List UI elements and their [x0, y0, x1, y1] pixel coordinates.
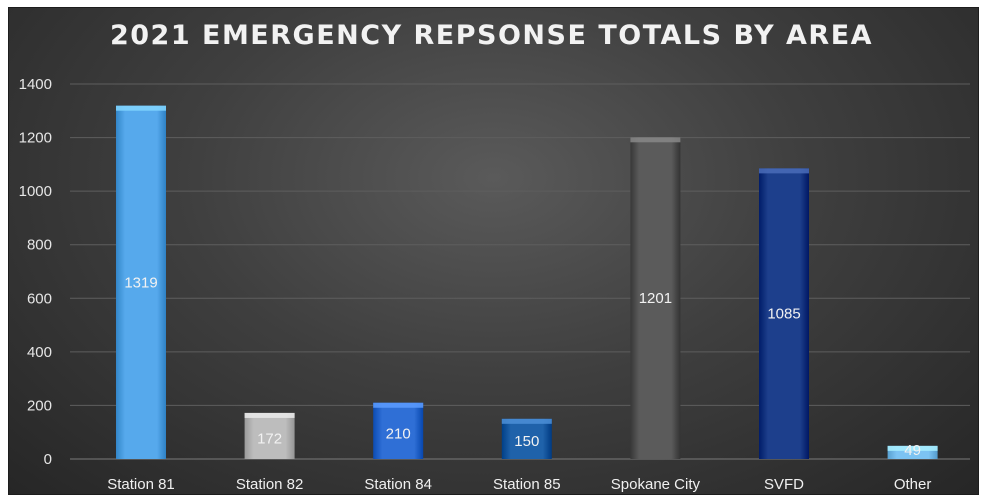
- data-labels: 1319 172 210 150 1201 1085 49: [124, 274, 921, 459]
- x-tick-label: Station 82: [236, 476, 304, 493]
- y-tick-label: 800: [27, 237, 52, 254]
- x-tick-label: Station 81: [107, 476, 175, 493]
- gridlines: [70, 83, 970, 460]
- y-tick-label: 0: [44, 451, 52, 468]
- bar: [501, 418, 552, 459]
- y-tick-label: 600: [27, 290, 52, 307]
- x-tick-label: Station 85: [493, 476, 561, 493]
- bar-top-highlight: [887, 445, 938, 451]
- y-tick-label: 1400: [19, 76, 52, 93]
- y-tick-label: 1200: [19, 130, 52, 147]
- data-label: 210: [386, 426, 411, 443]
- bar-top-highlight: [116, 105, 166, 111]
- chart-background: [8, 7, 979, 495]
- x-tick-label: Spokane City: [611, 476, 701, 493]
- y-tick-label: 400: [27, 344, 52, 361]
- bar: [630, 137, 681, 459]
- bar-top-highlight: [373, 402, 424, 408]
- x-tick-label: Other: [894, 476, 932, 493]
- bar: [116, 105, 166, 460]
- data-label: 1201: [639, 290, 672, 307]
- y-tick-label: 200: [27, 397, 52, 414]
- y-axis: 0 200 400 600 800 1000 1200 1400: [19, 76, 52, 468]
- bar-top-highlight: [244, 412, 295, 418]
- x-tick-label: Station 84: [364, 476, 432, 493]
- chart-title: 2021 EMERGENCY REPSONSE TOTALS BY AREA: [109, 20, 874, 51]
- y-tick-label: 1000: [19, 183, 52, 200]
- bar: [759, 168, 809, 459]
- data-label: 172: [257, 430, 282, 447]
- bars: [116, 105, 938, 460]
- bar: [244, 412, 295, 459]
- data-label: 1085: [767, 306, 800, 323]
- data-label: 49: [904, 442, 921, 459]
- bar-top-highlight: [501, 418, 552, 424]
- x-axis: Station 81 Station 82 Station 84 Station 85…: [107, 476, 931, 493]
- data-label: 1319: [124, 274, 157, 291]
- data-label: 150: [514, 433, 539, 450]
- bar: [373, 402, 424, 459]
- bar-top-highlight: [630, 137, 681, 143]
- x-tick-label: SVFD: [764, 476, 804, 493]
- bar-top-highlight: [759, 168, 809, 174]
